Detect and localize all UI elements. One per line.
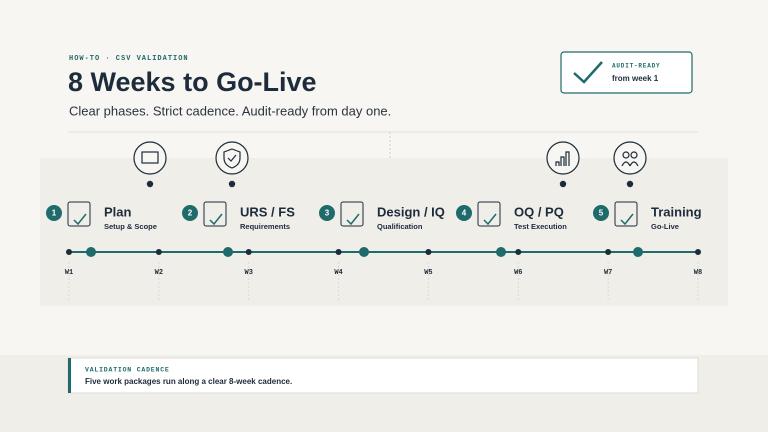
- week-label: W2: [155, 269, 163, 277]
- week-label: W8: [694, 269, 702, 277]
- cadence-text: Five work packages run along a clear 8-w…: [85, 377, 292, 386]
- chart-icon: [555, 151, 570, 166]
- phase-icon-mark: [620, 213, 634, 226]
- title: 8 Weeks to Go-Live: [68, 67, 317, 97]
- phase-badge: [46, 205, 62, 221]
- week-dot: [425, 249, 432, 255]
- people-icon: [621, 161, 639, 167]
- dot: [228, 180, 236, 188]
- phase-number: 1: [52, 209, 57, 218]
- week-dot: [155, 249, 162, 255]
- phase-number: 2: [188, 209, 193, 218]
- week-dot: [515, 249, 522, 255]
- phase-badge: [182, 205, 198, 221]
- monitor-icon: [141, 151, 159, 164]
- timeline-items: W1 W2 W3 W4 W5 W6 W7 W8 1 Plan Setup & Scope 2 URS /…: [46, 201, 702, 300]
- person-head: [630, 151, 638, 159]
- phase-title: URS / FS: [240, 204, 295, 219]
- cadence-box: [67, 357, 699, 394]
- week-label: W7: [604, 269, 612, 277]
- week-dot: [66, 249, 72, 255]
- subtitle: Clear phases. Strict cadence. Audit-read…: [69, 103, 391, 118]
- shield-icon: [223, 148, 241, 169]
- badge: [560, 51, 693, 94]
- phase-icon: [477, 201, 501, 227]
- phase-badge: [319, 205, 335, 221]
- eyebrow: HOW-TO · CSV VALIDATION: [69, 55, 189, 63]
- week-label: W6: [514, 269, 522, 277]
- phase-dot: [223, 247, 233, 257]
- week-label: W3: [245, 269, 253, 277]
- phase-icon-mark: [346, 213, 360, 226]
- phase-number: 3: [325, 209, 330, 218]
- phase-number: 4: [462, 209, 467, 218]
- week-dot: [695, 249, 701, 255]
- phase-icon: [614, 201, 638, 227]
- icon-circle: [613, 141, 647, 175]
- phase-icon-mark: [483, 213, 497, 226]
- phase-subtitle: Requirements: [240, 222, 290, 231]
- phase-title: Design / IQ: [377, 204, 445, 219]
- phase-badge: [593, 205, 609, 221]
- week-dot: [335, 249, 342, 255]
- icon-circle: [546, 141, 580, 175]
- phase-icon-mark: [209, 213, 223, 226]
- dot: [626, 180, 634, 188]
- phase-dot: [633, 247, 643, 257]
- week-label: W1: [65, 269, 73, 277]
- person-head: [622, 151, 630, 159]
- phase-icon: [340, 201, 364, 227]
- badge-check: [573, 61, 603, 84]
- icon-circle: [215, 141, 249, 175]
- dot: [146, 180, 154, 188]
- top-icons: [133, 141, 647, 175]
- week-dot: [605, 249, 612, 255]
- phase-subtitle: Go-Live: [651, 222, 679, 231]
- week-dot: [245, 249, 252, 255]
- phase-title: Training: [651, 204, 702, 219]
- phase-title: Plan: [104, 204, 132, 219]
- icon-circle: [133, 141, 167, 175]
- phase-icon: [203, 201, 227, 227]
- phase-number: 5: [599, 209, 604, 218]
- timeline-panel: [40, 158, 728, 306]
- phase-dot: [496, 247, 506, 257]
- week-label: W4: [334, 269, 342, 277]
- cadence-accent: [68, 358, 71, 393]
- badge-label: AUDIT-READY: [612, 63, 660, 70]
- phase-badge: [456, 205, 472, 221]
- phase-subtitle: Setup & Scope: [104, 222, 157, 231]
- phase-dot: [359, 247, 369, 257]
- icon-dots: [146, 180, 634, 188]
- phase-subtitle: Qualification: [377, 222, 423, 231]
- phase-icon: [67, 201, 91, 227]
- cadence-label: VALIDATION CADENCE: [85, 367, 170, 374]
- dot: [559, 180, 567, 188]
- phase-icon-mark: [73, 213, 87, 226]
- phase-subtitle: Test Execution: [514, 222, 567, 231]
- badge-text: from week 1: [612, 74, 659, 83]
- week-label: W5: [424, 269, 432, 277]
- phase-dot: [86, 247, 96, 257]
- phase-title: OQ / PQ: [514, 204, 564, 219]
